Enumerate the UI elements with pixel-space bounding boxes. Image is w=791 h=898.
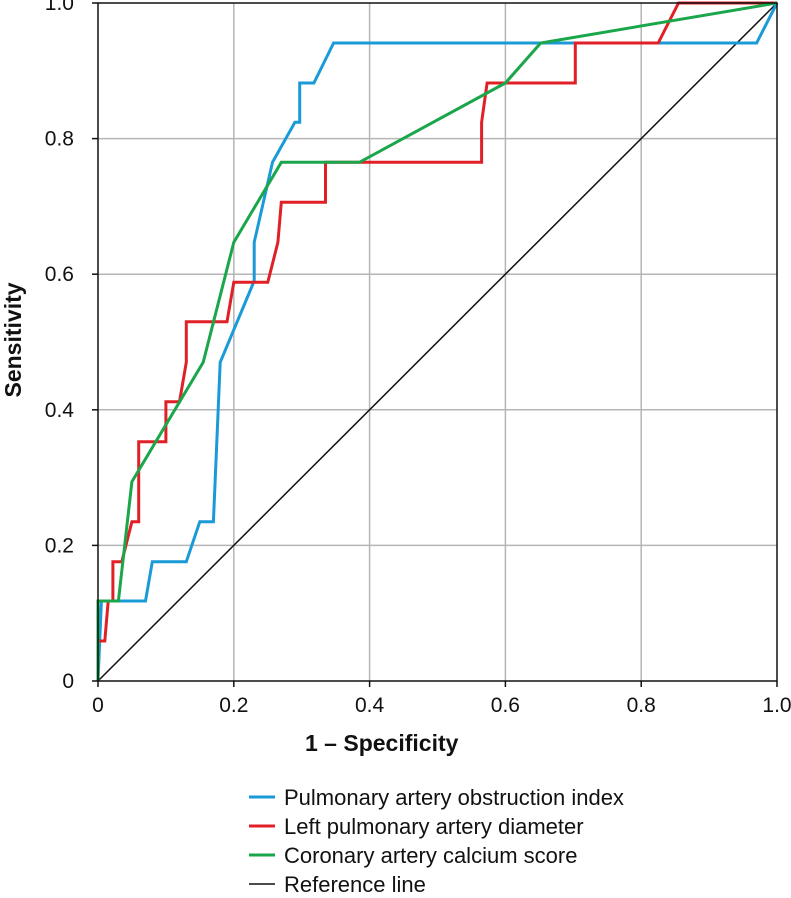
series-lines [96,1,779,682]
series-line-1 [96,1,777,681]
legend-label: Pulmonary artery obstruction index [284,785,624,810]
grid-lines [98,3,777,681]
x-axis-title: 1 – Specificity [305,730,459,756]
y-tick-label: 0 [62,670,74,693]
legend-label: Left pulmonary artery diameter [284,814,584,839]
legend-label: Reference line [284,872,426,897]
x-tick-label: 0.2 [219,694,248,717]
plot-area-frame [97,2,778,682]
legend: Pulmonary artery obstruction index Left p… [249,785,624,897]
y-tick-label: 1.0 [45,0,74,15]
x-tick-label: 0.6 [491,694,520,717]
series-line-3 [97,2,778,682]
x-tick-label: 0 [92,694,104,717]
x-tick-label: 0.4 [355,694,385,717]
y-tick-label: 0.6 [45,263,74,286]
y-tick-label: 0.8 [45,128,74,151]
y-tick-label: 0.4 [45,399,75,422]
x-tick-label: 0.8 [627,694,656,717]
x-axis-ticks: 0 0.2 0.4 0.6 0.8 1.0 [92,681,791,717]
y-axis-title: Sensitivity [0,282,26,397]
series-line-2 [96,1,778,681]
legend-label: Coronary artery calcium score [284,843,577,868]
y-tick-label: 0.2 [45,534,74,557]
series-line-0 [96,2,779,682]
y-axis-ticks: 0 0.2 0.4 0.6 0.8 1.0 [45,0,98,693]
x-tick-label: 1.0 [762,694,791,717]
